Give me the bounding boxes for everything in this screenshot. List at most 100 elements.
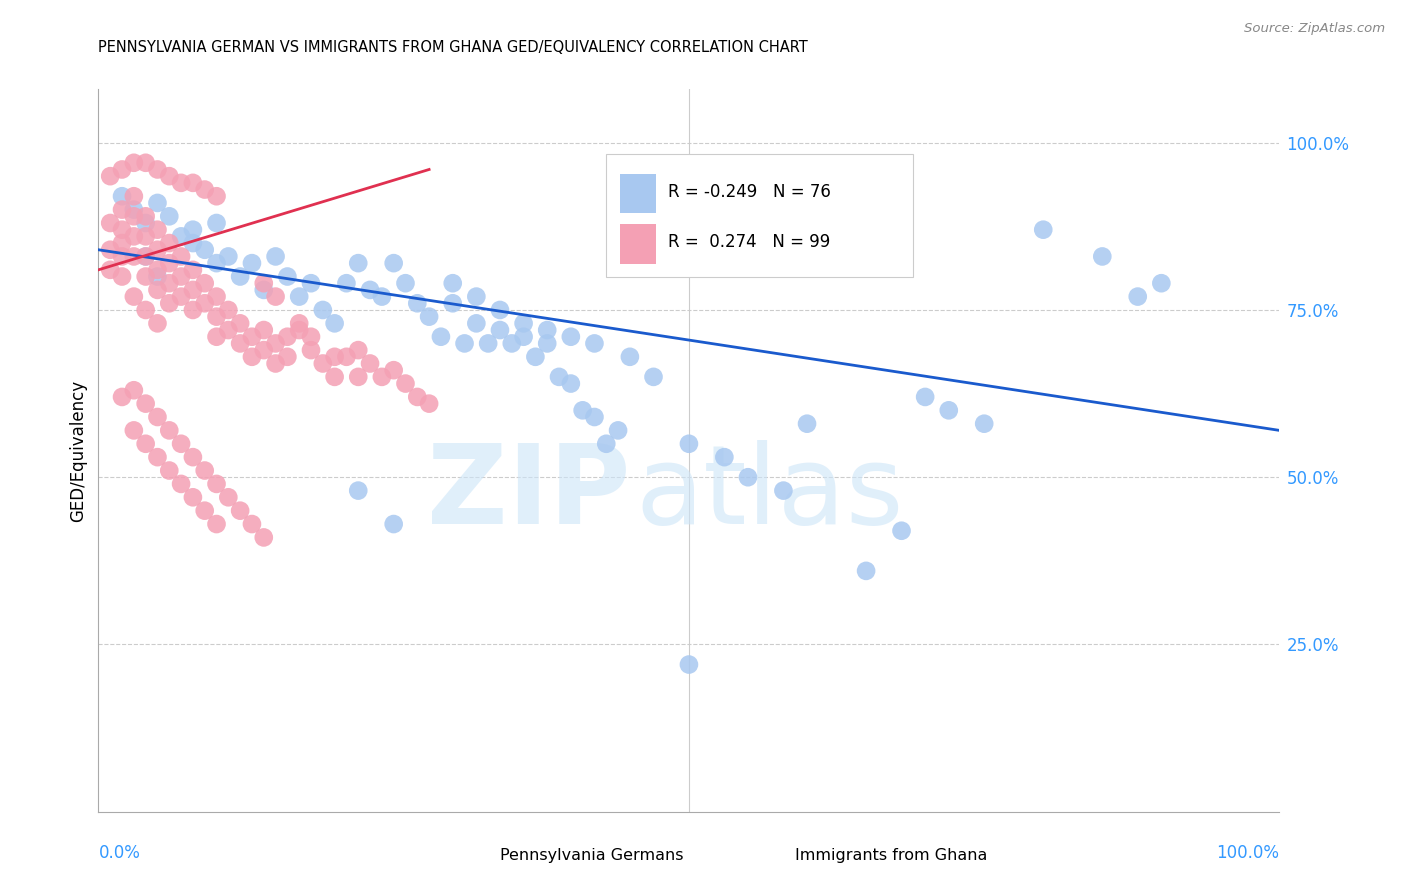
- Point: [312, 356, 335, 371]
- Point: [583, 410, 606, 425]
- Point: [229, 503, 252, 517]
- Point: [441, 277, 464, 291]
- Point: [157, 424, 180, 438]
- Point: [1150, 277, 1173, 291]
- Point: [157, 256, 180, 270]
- FancyBboxPatch shape: [620, 174, 655, 213]
- Text: 100.0%: 100.0%: [1216, 844, 1279, 863]
- Point: [253, 323, 276, 337]
- Point: [276, 350, 298, 364]
- Point: [146, 195, 169, 210]
- Y-axis label: GED/Equivalency: GED/Equivalency: [69, 379, 87, 522]
- Point: [229, 336, 252, 351]
- Point: [643, 369, 665, 384]
- Point: [1032, 223, 1054, 237]
- Point: [111, 189, 134, 203]
- Point: [111, 202, 134, 217]
- Point: [205, 517, 228, 532]
- Point: [194, 182, 217, 196]
- Point: [406, 296, 429, 310]
- Point: [122, 384, 145, 398]
- Point: [796, 417, 818, 431]
- Point: [229, 317, 252, 331]
- Point: [181, 176, 204, 190]
- Point: [135, 210, 157, 224]
- Point: [595, 436, 617, 450]
- Point: [1091, 250, 1114, 264]
- Point: [536, 323, 558, 337]
- Point: [98, 169, 121, 184]
- Point: [240, 350, 263, 364]
- Point: [501, 336, 523, 351]
- Point: [583, 336, 606, 351]
- FancyBboxPatch shape: [759, 844, 786, 866]
- Point: [205, 310, 228, 324]
- Point: [146, 162, 169, 177]
- Point: [135, 303, 157, 318]
- Point: [678, 657, 700, 672]
- Point: [524, 350, 547, 364]
- Point: [135, 229, 157, 244]
- Text: R = -0.249   N = 76: R = -0.249 N = 76: [668, 183, 831, 201]
- Text: Source: ZipAtlas.com: Source: ZipAtlas.com: [1244, 22, 1385, 36]
- Point: [253, 277, 276, 291]
- Point: [489, 303, 512, 318]
- Point: [135, 250, 157, 264]
- Point: [135, 250, 157, 264]
- Point: [240, 517, 263, 532]
- Point: [678, 436, 700, 450]
- Point: [181, 283, 204, 297]
- Point: [264, 336, 287, 351]
- FancyBboxPatch shape: [620, 224, 655, 264]
- Point: [146, 223, 169, 237]
- Point: [194, 243, 217, 257]
- Point: [111, 269, 134, 284]
- Point: [205, 476, 228, 491]
- Point: [181, 236, 204, 251]
- Point: [560, 376, 582, 391]
- Text: PENNSYLVANIA GERMAN VS IMMIGRANTS FROM GHANA GED/EQUIVALENCY CORRELATION CHART: PENNSYLVANIA GERMAN VS IMMIGRANTS FROM G…: [98, 40, 808, 55]
- Point: [135, 396, 157, 410]
- Point: [465, 289, 488, 303]
- Point: [157, 169, 180, 184]
- Point: [371, 289, 394, 303]
- Point: [135, 216, 157, 230]
- Point: [157, 296, 180, 310]
- Point: [98, 243, 121, 257]
- Point: [371, 369, 394, 384]
- Point: [914, 390, 936, 404]
- Point: [194, 277, 217, 291]
- Point: [240, 330, 263, 344]
- Point: [135, 436, 157, 450]
- Point: [772, 483, 794, 498]
- Point: [737, 470, 759, 484]
- Point: [122, 229, 145, 244]
- Point: [973, 417, 995, 431]
- Point: [205, 189, 228, 203]
- Point: [299, 330, 322, 344]
- Point: [607, 424, 630, 438]
- Point: [181, 263, 204, 277]
- Point: [181, 303, 204, 318]
- Point: [430, 330, 453, 344]
- Point: [335, 350, 357, 364]
- Point: [299, 277, 322, 291]
- Point: [890, 524, 912, 538]
- Point: [477, 336, 499, 351]
- Point: [194, 503, 217, 517]
- Point: [299, 343, 322, 358]
- Point: [1126, 289, 1149, 303]
- Point: [157, 464, 180, 478]
- Point: [264, 289, 287, 303]
- Point: [122, 189, 145, 203]
- Point: [194, 464, 217, 478]
- FancyBboxPatch shape: [606, 154, 914, 277]
- Point: [111, 236, 134, 251]
- Text: R =  0.274   N = 99: R = 0.274 N = 99: [668, 234, 830, 252]
- FancyBboxPatch shape: [464, 844, 491, 866]
- Point: [359, 356, 381, 371]
- Point: [146, 269, 169, 284]
- Text: 0.0%: 0.0%: [98, 844, 141, 863]
- Point: [170, 289, 193, 303]
- Point: [489, 323, 512, 337]
